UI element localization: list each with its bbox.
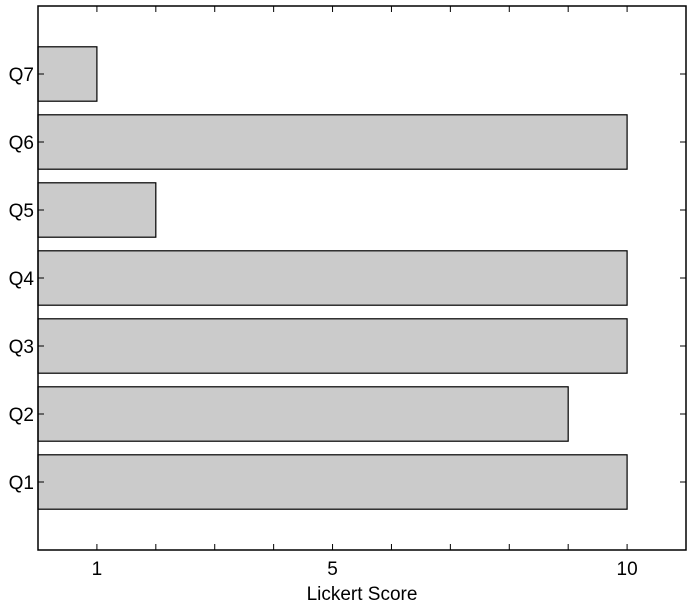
bar-q3 [37,318,628,374]
y-tick-label-q1: Q1 [9,473,34,494]
bar-q4 [37,250,628,306]
x-axis-ticks: 1 5 10 [92,6,638,580]
x-tick-label: 10 [617,559,638,580]
bar-q1 [37,454,628,510]
bar-q7 [37,46,98,102]
x-tick-label: 5 [327,559,338,580]
bars-group [37,46,628,510]
bar-q5 [37,182,157,238]
y-tick-label-q2: Q2 [9,405,34,426]
y-tick-label-q5: Q5 [9,201,34,222]
x-tick-label: 1 [92,559,103,580]
x-axis-title: Lickert Score [307,584,418,605]
y-tick-label-q6: Q6 [9,133,34,154]
y-tick-label-q3: Q3 [9,337,34,358]
bar-q6 [37,114,628,170]
y-tick-label-q7: Q7 [9,65,34,86]
bar-q2 [37,386,569,442]
y-tick-label-q4: Q4 [9,269,35,290]
y-axis-ticks: Q1 Q2 Q3 Q4 Q5 Q6 Q7 [9,65,686,494]
